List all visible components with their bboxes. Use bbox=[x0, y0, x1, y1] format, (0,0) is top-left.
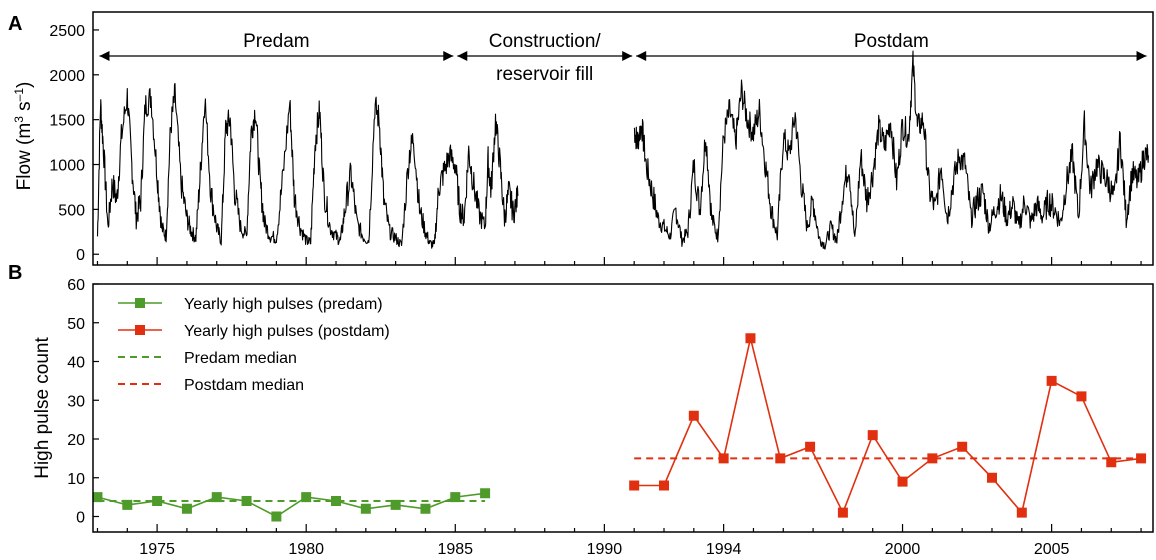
arrow-head bbox=[457, 51, 468, 61]
period-annotations: Predam Construction/ reservoir fill Post… bbox=[99, 31, 1147, 85]
flow-axis-ticks: 0 500 1000 1500 2000 2500 bbox=[49, 23, 1142, 265]
flow-ytick-label: 2000 bbox=[49, 68, 85, 85]
period-label-reservoir-fill: reservoir fill bbox=[496, 64, 593, 85]
pulse-point-predam bbox=[122, 499, 133, 510]
pulse-point-postdam bbox=[1076, 391, 1087, 402]
pulse-point-postdam bbox=[897, 476, 908, 487]
arrow-head bbox=[622, 51, 633, 61]
period-label-construction: Construction/ bbox=[489, 31, 602, 52]
pulse-panel: B High pulse count 0 10 20 30 40 50 60 1975 1980… bbox=[8, 262, 1154, 558]
pulse-point-predam bbox=[450, 492, 461, 503]
pulse-panel-frame bbox=[92, 283, 1154, 533]
flow-panel: A Flow (m3 s–1) 0 500 1000 1500 2000 2500 Pre… bbox=[8, 11, 1154, 266]
pulse-point-predam bbox=[181, 503, 192, 514]
arrow-head bbox=[443, 51, 454, 61]
flow-panel-frame bbox=[92, 11, 1154, 266]
pulse-ytick-label: 0 bbox=[76, 510, 85, 527]
pulse-ytick-label: 40 bbox=[67, 355, 85, 372]
pulse-point-postdam bbox=[805, 441, 816, 452]
pulse-point-predam bbox=[152, 496, 163, 506]
pulse-point-postdam bbox=[1106, 457, 1117, 468]
flow-ytick-label: 2500 bbox=[49, 23, 85, 40]
pulse-point-postdam bbox=[927, 453, 938, 464]
xtick-label: 2005 bbox=[1034, 541, 1070, 558]
flow-series bbox=[96, 50, 1150, 250]
pulse-point-predam bbox=[331, 496, 342, 506]
arrow-head bbox=[99, 51, 110, 61]
flow-ytick-label: 0 bbox=[76, 247, 85, 264]
flow-ytick-label: 1000 bbox=[49, 158, 85, 175]
xtick-label: 1985 bbox=[437, 541, 473, 558]
pulse-ytick-label: 10 bbox=[67, 471, 85, 488]
pulse-point-postdam bbox=[718, 453, 729, 464]
pulse-axis-ticks: 0 10 20 30 40 50 60 1975 1980 1985 1990 1994 2000 200… bbox=[67, 277, 1142, 558]
arrow-head bbox=[1136, 51, 1147, 61]
pulse-point-predam bbox=[390, 499, 401, 510]
flow-ytick-label: 500 bbox=[58, 202, 85, 219]
legend: Yearly high pulses (predam) Yearly high … bbox=[118, 296, 390, 394]
flow-axis-label: Flow (m3 s–1) bbox=[12, 82, 35, 191]
flow-line-predam bbox=[96, 82, 519, 249]
legend-label-postdam-median: Postdam median bbox=[184, 377, 304, 394]
pulse-point-predam bbox=[420, 503, 431, 514]
legend-marker bbox=[135, 298, 145, 308]
xtick-label: 1980 bbox=[288, 541, 324, 558]
pulse-ytick-label: 60 bbox=[67, 277, 85, 294]
xtick-label: 1975 bbox=[139, 541, 175, 558]
pulse-ytick-label: 20 bbox=[67, 432, 85, 449]
pulse-point-predam bbox=[241, 496, 252, 506]
arrow-head bbox=[636, 51, 647, 61]
xtick-label: 2000 bbox=[885, 541, 921, 558]
xtick-label: 1994 bbox=[706, 541, 742, 558]
pulse-point-predam bbox=[92, 492, 103, 503]
median-lines bbox=[97, 457, 1142, 502]
pulse-point-postdam bbox=[658, 480, 669, 491]
panel-label-a: A bbox=[8, 13, 22, 35]
pulse-ytick-label: 30 bbox=[67, 393, 85, 410]
period-label-postdam: Postdam bbox=[854, 31, 929, 52]
legend-label-postdam-pulses: Yearly high pulses (postdam) bbox=[184, 323, 390, 340]
pulse-point-predam bbox=[301, 492, 312, 503]
pulse-point-postdam bbox=[775, 453, 786, 464]
pulse-line-postdam bbox=[634, 338, 1142, 515]
pulse-point-predam bbox=[480, 488, 491, 499]
panel-label-b: B bbox=[8, 262, 22, 284]
pulse-point-postdam bbox=[629, 480, 640, 491]
legend-label-predam-pulses: Yearly high pulses (predam) bbox=[184, 296, 383, 313]
pulse-series bbox=[92, 333, 1147, 522]
xtick-label: 1990 bbox=[587, 541, 623, 558]
pulse-point-postdam bbox=[957, 441, 968, 452]
pulse-point-postdam bbox=[688, 410, 699, 421]
pulse-point-postdam bbox=[745, 333, 756, 344]
pulse-axis-label: High pulse count bbox=[32, 337, 53, 479]
pulse-point-postdam bbox=[1016, 507, 1027, 518]
pulse-point-predam bbox=[271, 511, 282, 522]
legend-marker bbox=[135, 325, 145, 335]
pulse-point-postdam bbox=[867, 430, 878, 441]
pulse-ytick-label: 50 bbox=[67, 316, 85, 333]
flow-ytick-label: 1500 bbox=[49, 113, 85, 130]
pulse-point-predam bbox=[211, 492, 222, 503]
pulse-point-postdam bbox=[1136, 453, 1147, 464]
flow-line-postdam bbox=[633, 50, 1150, 250]
pulse-point-predam bbox=[360, 503, 371, 514]
pulse-point-postdam bbox=[1046, 375, 1057, 386]
period-label-predam: Predam bbox=[243, 31, 310, 52]
legend-label-predam-median: Predam median bbox=[184, 350, 297, 367]
pulse-point-postdam bbox=[986, 472, 997, 483]
pulse-point-postdam bbox=[837, 507, 848, 518]
